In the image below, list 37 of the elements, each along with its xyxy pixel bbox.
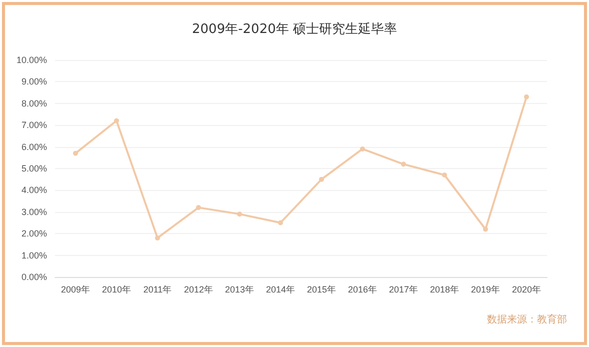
x-tick-label: 2018年 bbox=[430, 284, 460, 294]
x-tick-label: 2020年 bbox=[512, 284, 542, 294]
x-tick-label: 2019年 bbox=[470, 284, 500, 294]
y-tick-label: 5.00% bbox=[21, 164, 47, 174]
y-tick-label: 8.00% bbox=[21, 98, 47, 108]
y-tick-label: 2.00% bbox=[21, 228, 47, 239]
point bbox=[73, 150, 78, 156]
point bbox=[442, 172, 447, 178]
y-tick-label: 10.00% bbox=[16, 55, 47, 65]
x-tick-label: 2014年 bbox=[266, 284, 296, 294]
y-tick-label: 7.00% bbox=[21, 120, 47, 130]
y-tick-label: 9.00% bbox=[21, 76, 47, 87]
x-tick-label: 2009年 bbox=[60, 284, 90, 294]
y-tick-label: 3.00% bbox=[21, 206, 47, 217]
point bbox=[524, 94, 529, 100]
x-tick-label: 2012年 bbox=[184, 284, 214, 294]
point bbox=[401, 162, 406, 167]
x-tick-label: 2010年 bbox=[102, 284, 132, 294]
point bbox=[114, 118, 119, 124]
x-tick-label: 2011年 bbox=[143, 284, 172, 294]
x-tick-label: 2013年 bbox=[224, 284, 254, 294]
y-tick-label: 6.00% bbox=[21, 142, 47, 152]
x-tick-label: 2017年 bbox=[388, 284, 418, 294]
y-tick-label: 0.00% bbox=[21, 272, 47, 282]
point bbox=[360, 146, 365, 152]
chart-title: 2009年-2020年 硕士研究生延毕率 bbox=[192, 21, 397, 37]
point bbox=[237, 212, 242, 217]
point bbox=[278, 220, 283, 226]
point bbox=[196, 205, 201, 210]
point bbox=[155, 235, 160, 240]
point bbox=[483, 226, 488, 232]
x-tick-label: 2016年 bbox=[348, 284, 378, 294]
x-tick-label: 2015年 bbox=[306, 284, 336, 294]
y-tick-label: 1.00% bbox=[21, 250, 47, 260]
y-tick-label: 4.00% bbox=[21, 185, 47, 196]
point bbox=[319, 176, 324, 182]
source-note: 数据来源：教育部 bbox=[487, 314, 567, 326]
